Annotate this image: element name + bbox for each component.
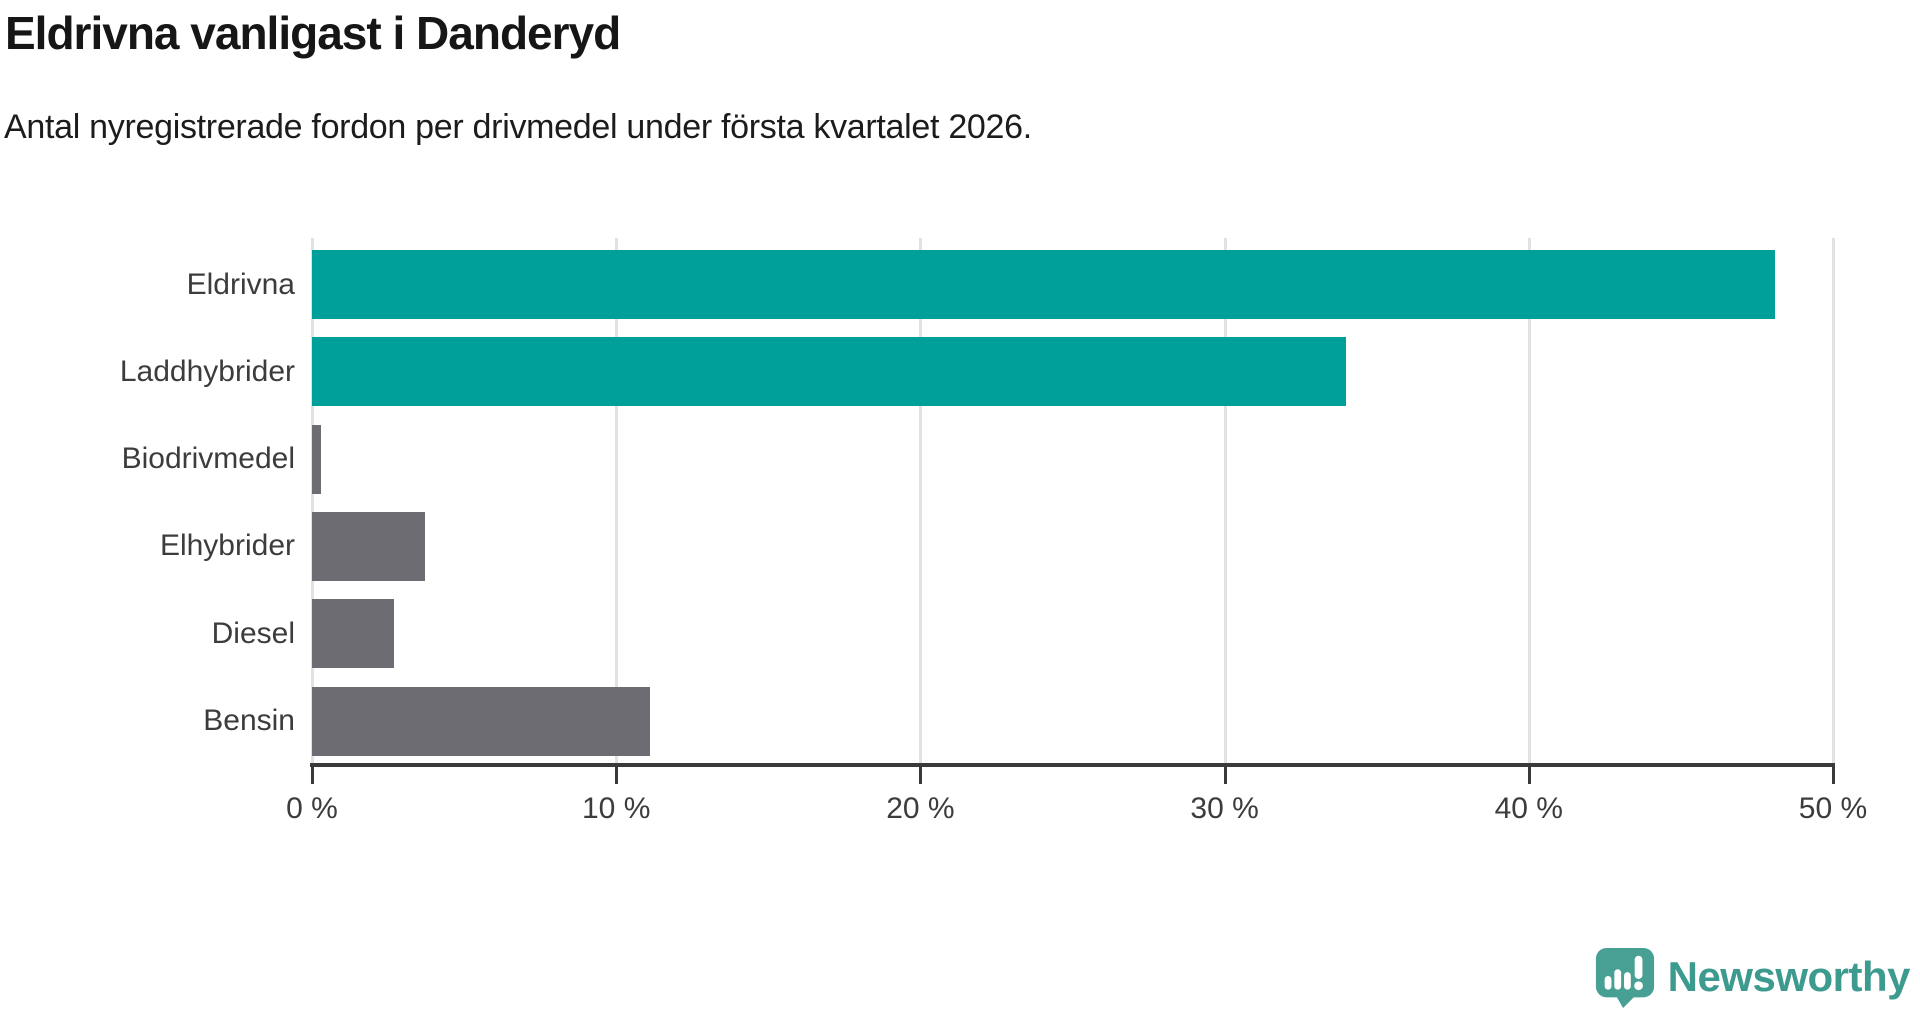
x-axis-tick-label: 30 % <box>1190 792 1259 825</box>
newsworthy-bubble-chart-icon <box>1595 947 1654 1008</box>
bar-biodrivmedel <box>312 424 322 494</box>
x-axis-tick-label: 50 % <box>1798 792 1868 825</box>
plot-area: Eldrivna Laddhybrider Biodrivmedel Elhybrid… <box>120 238 1867 825</box>
newsworthy-logo: Newsworthy <box>1594 946 1911 1008</box>
x-axis-tick <box>1832 767 1835 784</box>
x-axis-tick-label: 10 % <box>581 792 651 825</box>
x-axis-tick <box>1223 767 1227 784</box>
x-axis-tick-label: 0 % <box>286 792 338 825</box>
category-label-diesel: Diesel <box>211 616 295 650</box>
category-label-elhybrider: Elhybrider <box>159 529 295 563</box>
x-axis-tick-label: 40 % <box>1494 792 1563 825</box>
bars-and-exclamation-glyph <box>1604 955 1643 991</box>
x-axis-tick-label: 20 % <box>886 792 955 825</box>
category-label-laddhybrider: Laddhybrider <box>119 354 295 388</box>
gridline <box>919 238 923 763</box>
chart-title: Eldrivna vanligast i Danderyd <box>5 7 621 59</box>
x-axis-tick <box>919 767 923 784</box>
x-axis-line <box>310 763 1835 767</box>
gridline <box>1223 238 1227 763</box>
bar-diesel <box>312 599 395 669</box>
category-label-bensin: Bensin <box>203 704 295 738</box>
chart-subtitle: Antal nyregistrerade fordon per drivmede… <box>4 108 1032 146</box>
gridline <box>311 238 314 763</box>
x-axis-tick <box>615 767 619 784</box>
gridline <box>1832 238 1835 763</box>
gridline <box>615 238 619 763</box>
x-axis-tick <box>1527 767 1531 784</box>
bar-laddhybrider <box>312 337 1347 407</box>
x-axis-tick <box>311 767 314 784</box>
category-label-eldrivna: Eldrivna <box>186 267 295 301</box>
newsworthy-wordmark: Newsworthy <box>1667 953 1911 1000</box>
gridline <box>1527 238 1531 763</box>
bar-eldrivna <box>312 250 1776 319</box>
bar-elhybrider <box>312 511 425 581</box>
bar-bensin <box>312 686 650 756</box>
category-label-biodrivmedel: Biodrivmedel <box>121 442 295 476</box>
